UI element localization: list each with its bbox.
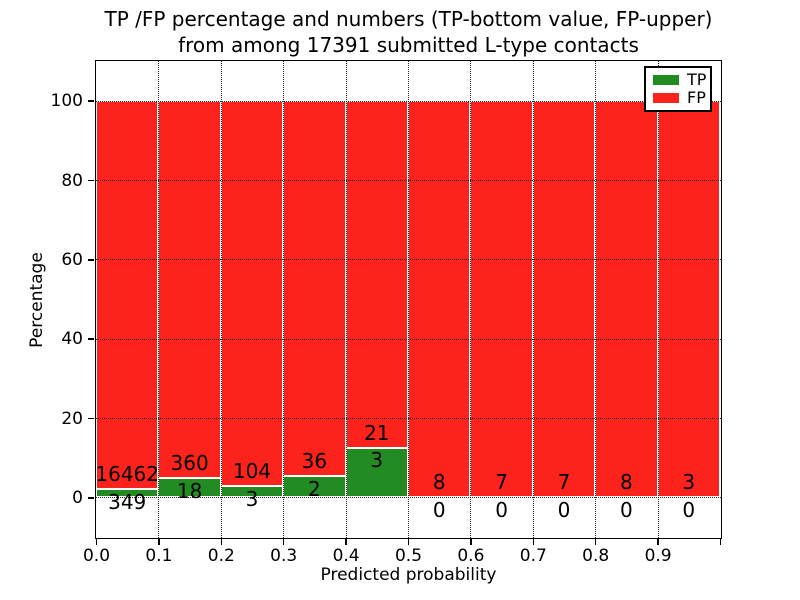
tp-count-label-6: 0 <box>495 498 508 523</box>
fp-bar-7 <box>532 100 596 498</box>
tp-count-label-7: 0 <box>557 498 571 523</box>
y-tick-mark-80 <box>88 179 94 182</box>
gridline-x-0.8 <box>595 61 597 538</box>
tp-count-label-1: 18 <box>176 479 203 504</box>
gridline-y-20 <box>96 418 721 419</box>
x-tick-label-0.7: 0.7 <box>519 546 547 566</box>
x-tick-mark-0.9 <box>657 539 659 545</box>
gridline-x-0.9 <box>657 61 659 538</box>
gridline-x-0.3 <box>283 61 285 538</box>
x-tick-label-0.8: 0.8 <box>582 546 610 566</box>
tp-count-label-8: 0 <box>620 498 633 523</box>
y-tick-label-60: 60 <box>61 249 83 270</box>
y-tick-label-100: 100 <box>50 91 83 112</box>
y-tick-mark-100 <box>88 100 94 102</box>
x-tick-label-0.6: 0.6 <box>457 546 485 566</box>
x-tick-label-0.3: 0.3 <box>270 546 298 566</box>
gridline-y-40 <box>96 338 721 340</box>
fp-bar-0 <box>96 100 159 490</box>
y-axis-label: Percentage <box>27 252 47 348</box>
y-tick-mark-20 <box>88 417 94 420</box>
x-tick-label-0.9: 0.9 <box>644 546 672 566</box>
x-tick-mark-0.5 <box>407 539 410 545</box>
fp-bar-2 <box>220 100 284 487</box>
gridline-y-100 <box>96 100 721 102</box>
y-tick-label-20: 20 <box>61 408 83 429</box>
fp-count-label-7: 7 <box>557 470 571 495</box>
tp-count-label-4: 3 <box>370 448 384 473</box>
gridline-x-0.6 <box>470 61 472 538</box>
legend-entry-fp: FP <box>653 90 706 106</box>
y-tick-mark-0 <box>88 497 94 499</box>
fp-count-label-9: 3 <box>682 470 696 495</box>
plot-area: TP FP 16462 349 360 18 104 3 36 2 21 3 8 0 7 0 7 0 8 0 3 0 <box>95 60 722 539</box>
gridline-x-0.1 <box>158 61 160 538</box>
fp-swatch-icon <box>653 93 679 103</box>
fp-count-label-6: 7 <box>495 470 508 495</box>
fp-count-label-1: 360 <box>170 451 209 476</box>
legend: TP FP <box>644 66 712 112</box>
gridline-y-80 <box>96 180 721 181</box>
y-tick-label-40: 40 <box>61 329 83 350</box>
fp-count-label-5: 8 <box>432 470 446 495</box>
gridline-y-60 <box>96 259 721 261</box>
x-tick-mark-0.8 <box>594 539 597 545</box>
x-tick-mark-0.1 <box>158 539 160 545</box>
x-tick-mark-0.6 <box>470 539 472 545</box>
x-tick-mark-0.0 <box>95 539 98 545</box>
fp-bar-1 <box>158 100 221 479</box>
x-tick-label-0.2: 0.2 <box>207 546 235 566</box>
tp-count-label-0: 349 <box>108 489 147 514</box>
gridline-x-0.7 <box>532 61 534 538</box>
gridline-x-0.2 <box>220 61 222 538</box>
tp-count-label-9: 0 <box>682 498 696 523</box>
x-tick-mark-0.3 <box>282 539 285 545</box>
x-tick-label-0.1: 0.1 <box>145 546 173 566</box>
tp-count-label-5: 0 <box>432 498 446 523</box>
x-tick-mark-0.4 <box>345 539 347 545</box>
x-tick-mark-1.0 <box>719 539 722 545</box>
gridline-y-0 <box>96 497 721 499</box>
fp-bar-6 <box>470 100 533 498</box>
fp-bar-8 <box>595 100 658 498</box>
gridline-x-0.4 <box>345 61 347 538</box>
fp-bar-3 <box>283 100 346 477</box>
fp-count-label-8: 8 <box>620 470 633 495</box>
fp-count-label-0: 16462 <box>95 462 159 487</box>
legend-label-fp: FP <box>687 88 706 107</box>
y-tick-mark-60 <box>88 259 94 261</box>
fp-count-label-4: 21 <box>364 420 390 445</box>
fp-count-label-3: 36 <box>301 449 328 474</box>
tp-count-label-2: 3 <box>245 486 259 511</box>
chart-title: TP /FP percentage and numbers (TP-bottom… <box>104 7 713 58</box>
y-tick-label-0: 0 <box>72 487 83 508</box>
fp-bar-9 <box>657 100 720 498</box>
tp-count-label-3: 2 <box>308 477 321 502</box>
x-tick-label-0.5: 0.5 <box>394 546 423 566</box>
fp-bar-4 <box>345 100 408 448</box>
legend-entry-tp: TP <box>653 72 706 88</box>
x-tick-mark-0.2 <box>220 539 223 545</box>
gridline-x-0.5 <box>408 61 409 538</box>
y-tick-label-80: 80 <box>61 170 83 191</box>
tp-swatch-icon <box>653 75 679 85</box>
fp-count-label-2: 104 <box>232 459 272 484</box>
x-tick-label-0.4: 0.4 <box>332 546 360 566</box>
fp-bar-5 <box>408 100 471 498</box>
legend-label-tp: TP <box>687 70 707 89</box>
x-axis-label: Predicted probability <box>320 565 497 585</box>
x-tick-mark-0.7 <box>532 539 535 545</box>
x-tick-label-0.0: 0.0 <box>82 546 111 566</box>
tp-bar-0 <box>96 489 159 498</box>
y-tick-mark-40 <box>88 338 94 340</box>
